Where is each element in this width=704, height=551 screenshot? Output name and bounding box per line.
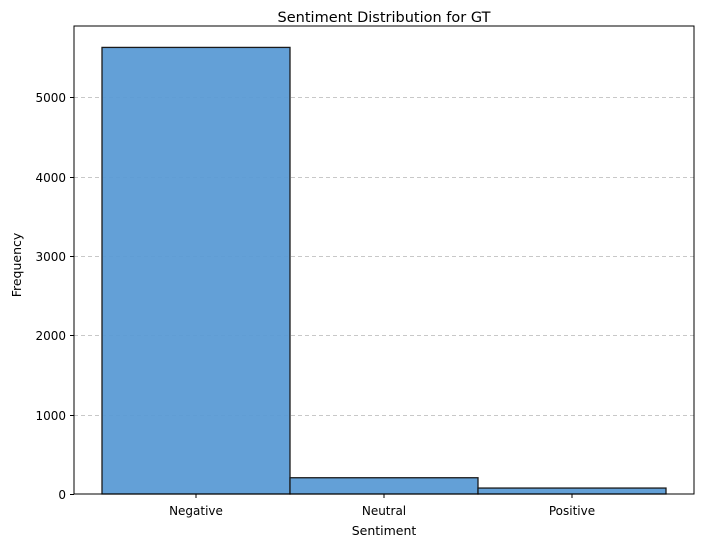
x-tick-label: Neutral xyxy=(362,504,406,518)
y-tick-label: 3000 xyxy=(35,250,66,264)
bar-positive xyxy=(477,487,667,495)
bars xyxy=(101,46,667,495)
bar-neutral xyxy=(289,477,479,495)
x-tick-label: Negative xyxy=(169,504,223,518)
x-tick-label: Positive xyxy=(549,504,595,518)
x-axis-label: Sentiment xyxy=(352,523,417,538)
bar-negative xyxy=(101,46,291,495)
x-axis-ticks: Negative Neutral Positive xyxy=(169,494,595,518)
y-tick-label: 5000 xyxy=(35,91,66,105)
y-axis-label: Frequency xyxy=(9,232,24,297)
gridlines xyxy=(74,97,694,416)
chart-title: Sentiment Distribution for GT xyxy=(278,10,491,26)
y-tick-label: 0 xyxy=(58,488,66,502)
y-tick-label: 2000 xyxy=(35,329,66,343)
y-tick-label: 4000 xyxy=(35,171,66,185)
y-tick-label: 1000 xyxy=(35,409,66,423)
y-axis-ticks: 0 1000 2000 3000 4000 5000 xyxy=(35,91,74,502)
